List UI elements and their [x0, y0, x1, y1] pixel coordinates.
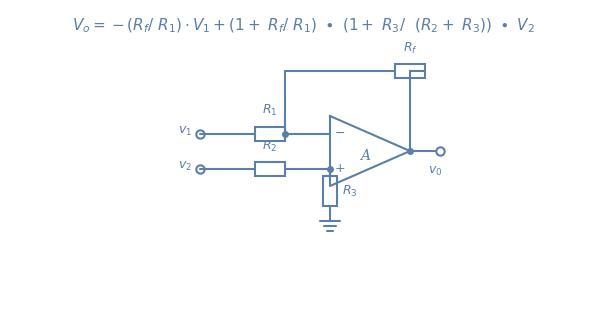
FancyBboxPatch shape — [255, 126, 285, 141]
FancyBboxPatch shape — [395, 64, 425, 78]
Text: A: A — [360, 149, 370, 163]
FancyBboxPatch shape — [323, 176, 337, 206]
Text: $R_1$: $R_1$ — [262, 103, 278, 118]
Text: $V_o= -(R_f/\ R_1)\cdot V_1+(1+\ R_f/\ R_1)\ \bullet\ (1+\ R_3/\ \ (R_2+\ R_3))\: $V_o= -(R_f/\ R_1)\cdot V_1+(1+\ R_f/\ R… — [72, 17, 535, 35]
Text: $v_0$: $v_0$ — [428, 165, 442, 178]
Text: $v_1$: $v_1$ — [178, 125, 192, 138]
Text: $v_2$: $v_2$ — [178, 160, 192, 173]
Text: $R_f$: $R_f$ — [402, 41, 418, 56]
FancyBboxPatch shape — [255, 161, 285, 175]
Text: +: + — [334, 162, 345, 175]
Text: $R_3$: $R_3$ — [342, 184, 358, 199]
Text: $R_2$: $R_2$ — [262, 139, 277, 154]
Text: −: − — [334, 127, 345, 140]
